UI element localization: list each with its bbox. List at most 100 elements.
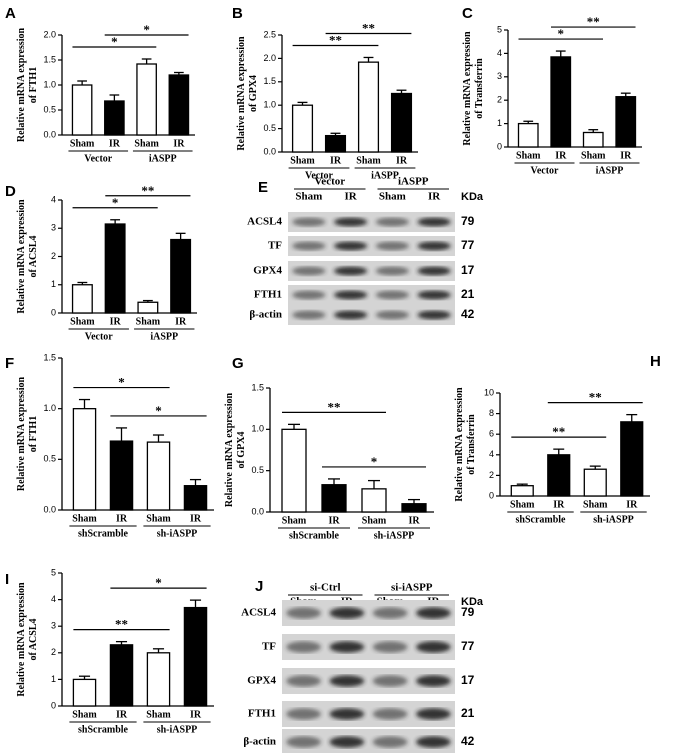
significance-label: ** [589, 390, 602, 405]
y-axis-label-line: of FTH1 [28, 416, 39, 452]
y-axis-label: Relative mRNA expressionof GPX4 [236, 36, 259, 151]
y-axis-label: Relative mRNA expressionof GPX4 [224, 392, 247, 507]
y-axis-label-line: Relative mRNA expression [16, 199, 27, 314]
x-tick-label: IR [173, 138, 185, 149]
y-tick-label: 2 [51, 647, 56, 657]
y-tick-label: 0.5 [43, 454, 56, 464]
y-tick-label: 1 [51, 279, 56, 289]
blot-band [333, 217, 368, 227]
bar [71, 284, 93, 314]
bar [72, 408, 97, 511]
bar [281, 428, 307, 513]
y-tick-label: 2.5 [263, 29, 276, 39]
significance-label: * [155, 575, 162, 590]
x-tick-label: Sham [362, 515, 387, 526]
bar [109, 440, 134, 511]
panel-letter: D [5, 183, 16, 200]
y-axis-label-line: of Transferrin [474, 58, 485, 119]
group-label: iASPP [150, 331, 178, 342]
blot-strip [288, 236, 455, 256]
bar [183, 485, 208, 511]
group-label: shScramble [289, 530, 340, 541]
x-tick-label: IR [175, 316, 187, 327]
y-tick-label: 1.0 [43, 79, 56, 89]
bar [321, 484, 347, 513]
y-tick-label: 6 [489, 429, 494, 439]
y-tick-label: 4 [497, 48, 502, 58]
kda-value: 42 [461, 734, 475, 748]
blot-band [333, 310, 368, 320]
row-label: β-actin [243, 736, 276, 748]
y-axis-label-line: of ACSL4 [28, 619, 39, 661]
bar [615, 96, 637, 148]
panel-letter: I [5, 571, 9, 588]
kda-value: 17 [461, 263, 475, 277]
group-label: Vector [305, 170, 334, 181]
y-tick-label: 10 [484, 387, 494, 397]
blot-band [329, 708, 365, 720]
y-axis-label-line: Relative mRNA expression [16, 582, 27, 697]
y-tick-label: 4 [489, 449, 494, 459]
blot-band [417, 241, 451, 251]
y-axis-label-line: Relative mRNA expression [16, 27, 27, 142]
blot-band [333, 241, 368, 251]
x-tick-label: Sham [72, 709, 97, 720]
y-tick-label: 0.0 [43, 504, 56, 514]
bar [547, 454, 571, 497]
y-tick-label: 0.5 [263, 123, 276, 133]
bar [620, 421, 644, 497]
y-axis-label: Relative mRNA expressionof ACSL4 [16, 582, 39, 697]
y-tick-label: 1 [497, 118, 502, 128]
y-axis-label: Relative mRNA expressionof ACSL4 [16, 199, 39, 314]
y-axis-label-line: Relative mRNA expression [224, 392, 235, 507]
y-tick-label: 4 [51, 594, 56, 604]
panel-letter: B [232, 5, 243, 22]
blot-band [375, 241, 410, 251]
panel-letter: H [650, 353, 661, 370]
kda-value: 21 [461, 706, 475, 720]
y-axis-label-line: Relative mRNA expression [454, 387, 465, 502]
lane-label: IR [428, 191, 441, 203]
bar [104, 223, 126, 314]
y-tick-label: 2 [497, 95, 502, 105]
panel-letter: A [5, 5, 16, 22]
bar [183, 606, 208, 707]
blot-strip [288, 285, 455, 305]
group-label: sh-iASPP [374, 530, 415, 541]
y-tick-label: 1.5 [251, 382, 264, 392]
blot-band [372, 708, 408, 720]
bar [517, 122, 539, 148]
x-tick-label: Sham [70, 316, 95, 327]
blot-band [375, 290, 410, 300]
x-tick-label: Sham [136, 316, 161, 327]
panel-letter: E [258, 179, 268, 196]
y-tick-label: 1.5 [43, 54, 56, 64]
x-tick-label: Sham [510, 499, 535, 510]
blot-band [417, 217, 451, 227]
bar [510, 485, 534, 497]
blot-band [417, 266, 451, 276]
bar [324, 134, 347, 153]
x-tick-label: IR [110, 316, 122, 327]
x-tick-label: Sham [146, 709, 171, 720]
y-axis-label-line: of FTH1 [28, 67, 39, 103]
significance-label: * [111, 34, 118, 49]
significance-label: ** [362, 20, 375, 35]
blot-band [416, 607, 451, 619]
x-tick-label: Sham [146, 513, 171, 524]
y-tick-label: 2 [489, 470, 494, 480]
kda-header: KDa [461, 191, 484, 203]
panel-letter: F [5, 355, 14, 372]
blot-band [329, 607, 365, 619]
y-tick-label: 3 [51, 621, 56, 631]
panel-letter: J [255, 578, 263, 595]
group-label: si-iASPP [391, 582, 433, 594]
significance-label: * [558, 26, 565, 41]
row-label: β-actin [249, 309, 282, 321]
y-axis-label: Relative mRNA expressionof Transferrin [462, 31, 485, 146]
significance-label: ** [587, 14, 600, 29]
group-label: iASPP [398, 176, 429, 188]
blot-band [417, 290, 451, 300]
blot-band [292, 266, 326, 276]
